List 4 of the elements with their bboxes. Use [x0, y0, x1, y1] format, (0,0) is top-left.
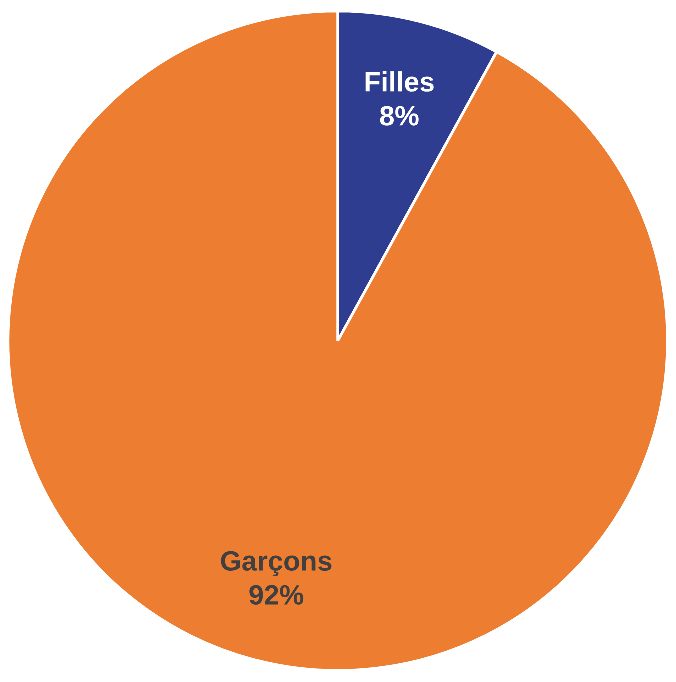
slice-label: Filles: [366, 72, 434, 92]
data-label: 8%: [380, 106, 419, 126]
slice-label: Garçons: [221, 551, 332, 577]
data-label: 92%: [250, 585, 304, 605]
